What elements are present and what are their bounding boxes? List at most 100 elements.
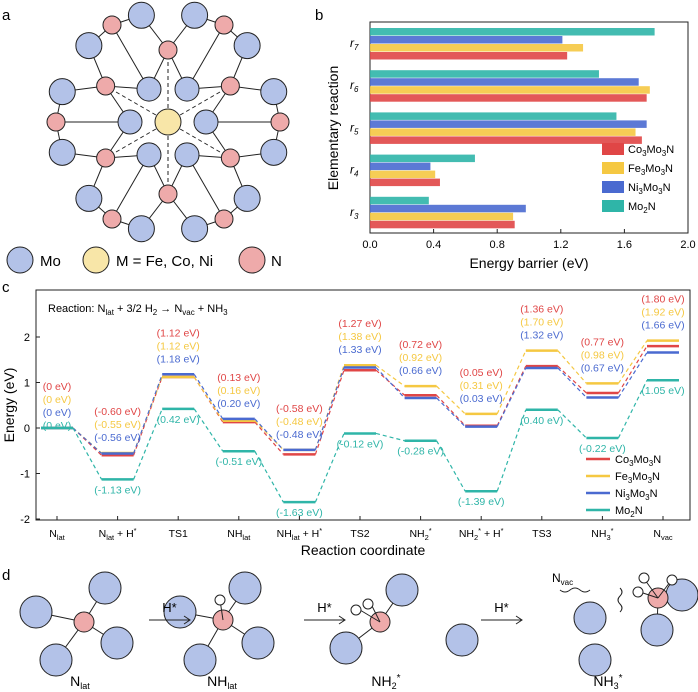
legend-label-Ni3Mo3N: Ni3Mo3N xyxy=(628,182,671,196)
arrow-head xyxy=(338,615,346,625)
bar-Fe3Mo3N-r6 xyxy=(370,86,650,94)
x-tick-label: 1.2 xyxy=(553,239,568,251)
value-label-Co3Mo3N-3: (0.13 eV) xyxy=(217,372,260,384)
panel-c-frame xyxy=(35,289,691,521)
legend-metal-label: M = Fe, Co, Ni xyxy=(116,253,213,270)
y-tick-label: -2 xyxy=(20,514,30,526)
value-label-Co3Mo3N-10: (1.80 eV) xyxy=(641,294,684,306)
value-label-Ni3Mo3N-4: (-0.48 eV) xyxy=(276,429,323,441)
n-atom xyxy=(214,209,234,229)
connector-Ni3Mo3N-0 xyxy=(72,427,102,454)
state-label-2: TS1 xyxy=(169,528,188,540)
panel-b-ylabel: Elementary reaction xyxy=(325,66,341,191)
n-atom xyxy=(96,148,116,168)
mo-atom xyxy=(183,643,217,677)
legend-label-Co3Mo3N: Co3Mo3N xyxy=(615,454,661,468)
panel-b-legend: Co3Mo3N Fe3Mo3N Ni3Mo3N Mo2N xyxy=(602,143,674,215)
value-label-Fe3Mo3N-8: (1.70 eV) xyxy=(520,317,563,329)
value-label-Co3Mo3N-0: (0 eV) xyxy=(43,381,72,393)
mo-atom xyxy=(241,626,275,660)
connector-Mo2N-7 xyxy=(496,409,527,492)
state-label-3: NHlat xyxy=(227,528,251,542)
h-atom xyxy=(350,604,362,616)
mo-atom xyxy=(385,573,419,607)
value-label-Mo2N-2: (0.42 eV) xyxy=(157,414,200,426)
connector-Mo2N-4 xyxy=(314,433,345,503)
category-label-r6: r6 xyxy=(350,78,359,94)
value-label-Ni3Mo3N-2: (1.18 eV) xyxy=(157,353,200,365)
value-label-Mo2N-10: (1.05 eV) xyxy=(641,385,684,397)
mo-atom xyxy=(193,109,219,135)
bar-Co3Mo3N-r4 xyxy=(370,178,440,187)
legend-mo-atom xyxy=(6,246,34,274)
h-atom xyxy=(638,572,650,584)
dashed-bond xyxy=(167,85,231,123)
panel-a-structure xyxy=(46,1,290,243)
h-star-label: H* xyxy=(162,600,176,615)
panel-c-reaction-title: Reaction: Nlat + 3/2 H2 → Nvac + NH3 xyxy=(48,303,228,317)
value-label-Co3Mo3N-1: (-0.60 eV) xyxy=(94,406,141,418)
y-tick-label: 2 xyxy=(24,332,30,344)
bar-Co3Mo3N-r7 xyxy=(370,52,568,60)
value-label-Fe3Mo3N-3: (0.16 eV) xyxy=(217,385,260,397)
bar-Mo2N-r6 xyxy=(370,70,599,78)
n-atom xyxy=(46,112,66,132)
legend-label-Fe3Mo3N: Fe3Mo3N xyxy=(615,471,660,485)
panel-label-d: d xyxy=(2,567,10,584)
x-tick-label: 0.8 xyxy=(490,239,505,251)
n-atom xyxy=(158,184,178,204)
connector-Co3Mo3N-4 xyxy=(314,370,345,455)
panel-c-ylabel: Energy (eV) xyxy=(1,368,17,443)
mo-atom xyxy=(233,184,261,212)
mo-atom xyxy=(228,571,262,605)
connector-Fe3Mo3N-8 xyxy=(557,350,587,384)
n-atom xyxy=(270,112,290,132)
nvac-label: Nvac xyxy=(552,571,573,587)
x-tick-label: 1.6 xyxy=(617,239,632,251)
value-label-Ni3Mo3N-6: (0.66 eV) xyxy=(399,365,442,377)
legend-n-label: N xyxy=(271,253,282,270)
n-atom xyxy=(102,15,122,35)
mo-atom xyxy=(39,643,73,677)
step-label-2: NH2* xyxy=(371,673,400,691)
mo-atom xyxy=(117,109,143,135)
mo-atom xyxy=(136,76,162,102)
connector-Fe3Mo3N-5 xyxy=(375,364,405,387)
value-label-Co3Mo3N-6: (0.72 eV) xyxy=(399,339,442,351)
value-label-Fe3Mo3N-6: (0.92 eV) xyxy=(399,352,442,364)
mo-atom xyxy=(75,32,103,60)
value-label-Ni3Mo3N-9: (0.67 eV) xyxy=(581,362,624,374)
mo-atom xyxy=(181,215,209,243)
bond xyxy=(359,609,381,623)
state-label-7: NH2* + H* xyxy=(459,526,504,542)
connector-Ni3Mo3N-1 xyxy=(133,374,163,454)
mo-atom xyxy=(445,623,479,657)
value-label-Mo2N-9: (-0.22 eV) xyxy=(579,443,626,455)
bar-Ni3Mo3N-r3 xyxy=(370,204,526,213)
n-atom xyxy=(220,148,240,168)
arrow-head xyxy=(515,615,523,625)
connector-Mo2N-6 xyxy=(436,440,466,492)
mo-atom xyxy=(640,613,674,647)
connector-Ni3Mo3N-7 xyxy=(496,367,527,427)
legend-label-Ni3Mo3N: Ni3Mo3N xyxy=(615,488,658,502)
bar-Co3Mo3N-r5 xyxy=(370,136,642,144)
value-label-Co3Mo3N-7: (0.05 eV) xyxy=(460,367,503,379)
mo-atom xyxy=(48,138,76,166)
x-tick-label: 0.4 xyxy=(426,239,441,251)
n-atom xyxy=(220,76,240,96)
y-tick-label: -1 xyxy=(20,469,30,481)
legend-swatch-Ni3Mo3N xyxy=(602,181,624,193)
wavy-line xyxy=(559,587,591,593)
bar-Co3Mo3N-r3 xyxy=(370,220,515,229)
connector-Ni3Mo3N-9 xyxy=(617,352,648,398)
bond xyxy=(644,579,659,599)
connector-Mo2N-2 xyxy=(193,408,224,452)
state-label-4: NHlat + H* xyxy=(277,526,323,542)
value-label-Ni3Mo3N-7: (0.03 eV) xyxy=(460,393,503,405)
panel-d-mechanism: Nvac H* H* H* Nlat NHlat NH2* NH3* xyxy=(19,571,698,691)
connector-Fe3Mo3N-9 xyxy=(617,340,648,384)
value-label-Co3Mo3N-2: (1.12 eV) xyxy=(157,327,200,339)
bar-Fe3Mo3N-r3 xyxy=(370,212,514,221)
